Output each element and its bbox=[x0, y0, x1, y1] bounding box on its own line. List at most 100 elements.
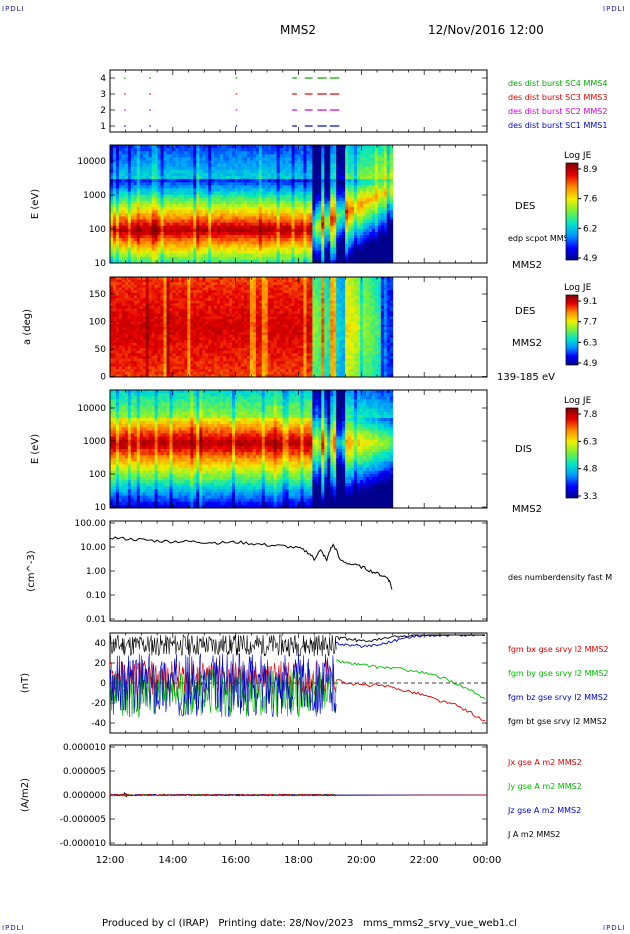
des-energy-heatmap-cell bbox=[142, 250, 147, 255]
des-energy-heatmap-cell bbox=[157, 207, 161, 211]
des-pa-heatmap-cell bbox=[110, 340, 114, 344]
des-pa-heatmap-cell bbox=[148, 311, 153, 315]
des-energy-heatmap-cell bbox=[175, 225, 179, 230]
des-pa-heatmap-cell bbox=[112, 300, 117, 304]
des-energy-heatmap-cell bbox=[110, 259, 114, 264]
des-energy-heatmap-cell bbox=[148, 238, 153, 242]
des-energy-heatmap-cell bbox=[145, 176, 150, 180]
des-pa-heatmap-cell bbox=[157, 361, 161, 365]
des-energy-heatmap-cell bbox=[133, 256, 138, 261]
des-energy-heatmap-cell bbox=[118, 228, 123, 233]
des-energy-heatmap-cell bbox=[365, 200, 370, 205]
des-pa-heatmap-cell bbox=[166, 321, 170, 325]
des-energy-heatmap-cell bbox=[386, 179, 391, 183]
des-pa-heatmap-cell bbox=[199, 290, 203, 294]
des-energy-heatmap-cell bbox=[348, 154, 352, 158]
des-energy-heatmap-cell bbox=[199, 241, 203, 245]
des-energy-heatmap-cell bbox=[330, 166, 334, 171]
des-energy-heatmap-cell bbox=[345, 250, 349, 255]
des-energy-heatmap-cell bbox=[365, 154, 370, 158]
des-energy-heatmap-cell bbox=[336, 160, 340, 165]
des-energy-heatmap-cell bbox=[303, 188, 307, 192]
des-energy-heatmap-cell bbox=[130, 210, 135, 214]
des-pa-heatmap-cell bbox=[172, 332, 176, 336]
des-energy-heatmap-cell bbox=[205, 210, 209, 214]
des-energy-heatmap-cell bbox=[339, 231, 343, 236]
des-energy-heatmap-cell bbox=[294, 154, 298, 158]
des-energy-heatmap-cell bbox=[235, 163, 239, 168]
des-energy-heatmap-cell bbox=[351, 179, 355, 183]
des-energy-heatmap-cell bbox=[190, 188, 194, 192]
des-energy-heatmap-cell bbox=[172, 256, 176, 261]
des-energy-heatmap-cell bbox=[342, 259, 346, 264]
des-energy-heatmap-cell bbox=[386, 207, 391, 211]
des-energy-heatmap-cell bbox=[187, 197, 191, 202]
des-pa-heatmap-cell bbox=[157, 369, 161, 373]
des-energy-heatmap-cell bbox=[264, 157, 269, 161]
des-pa-heatmap-cell bbox=[172, 371, 176, 375]
des-energy-heatmap-cell bbox=[327, 244, 331, 248]
des-energy-heatmap-cell bbox=[345, 228, 349, 233]
des-energy-heatmap-cell bbox=[279, 160, 284, 165]
des-pa-heatmap-cell bbox=[169, 303, 173, 307]
des-pa-heatmap-cell bbox=[154, 374, 159, 378]
des-energy-heatmap-cell bbox=[294, 197, 298, 202]
des-energy-heatmap-cell bbox=[136, 169, 141, 174]
des-energy-heatmap-cell bbox=[330, 259, 334, 264]
des-energy-heatmap-cell bbox=[193, 259, 197, 264]
des-energy-heatmap-cell bbox=[300, 197, 304, 202]
des-energy-heatmap-cell bbox=[306, 188, 310, 192]
des-energy-heatmap-cell bbox=[190, 191, 194, 196]
des-energy-heatmap-cell bbox=[112, 231, 117, 236]
des-energy-heatmap-cell bbox=[312, 185, 316, 189]
des-pa-heatmap-cell bbox=[157, 348, 161, 352]
des-energy-heatmap-cell bbox=[354, 188, 358, 192]
des-energy-heatmap-cell bbox=[217, 219, 221, 224]
des-pa-heatmap-cell bbox=[169, 287, 173, 291]
des-energy-heatmap-cell bbox=[321, 213, 325, 217]
des-energy-heatmap-cell bbox=[172, 179, 176, 183]
des-pa-heatmap-cell bbox=[172, 284, 176, 288]
des-pa-heatmap-cell bbox=[181, 292, 185, 296]
des-pa-heatmap-cell bbox=[115, 287, 120, 291]
des-energy-heatmap-cell bbox=[115, 185, 120, 189]
des-energy-heatmap-cell bbox=[261, 154, 266, 158]
des-pa-heatmap-cell bbox=[196, 305, 200, 309]
des-energy-heatmap-cell bbox=[110, 241, 114, 245]
des-energy-heatmap-cell bbox=[235, 241, 239, 245]
des-pa-heatmap-cell bbox=[142, 321, 147, 325]
des-energy-heatmap-cell bbox=[276, 176, 281, 180]
des-pa-heatmap-cell bbox=[139, 342, 144, 346]
des-energy-colorbar-title: Log JE bbox=[564, 151, 592, 161]
des-pa-heatmap-cell bbox=[127, 308, 132, 312]
des-energy-heatmap-cell bbox=[121, 216, 126, 220]
des-energy-heatmap-cell bbox=[243, 235, 248, 239]
des-pa-heatmap-cell bbox=[110, 371, 114, 375]
des-pa-heatmap-cell bbox=[196, 282, 200, 286]
des-energy-heatmap-cell bbox=[130, 179, 135, 183]
des-energy-heatmap-cell bbox=[145, 185, 150, 189]
des-energy-heatmap-cell bbox=[202, 182, 206, 186]
des-pa-heatmap-cell bbox=[184, 292, 188, 296]
des-energy-heatmap-cell bbox=[121, 259, 126, 264]
des-energy-heatmap-cell bbox=[306, 241, 310, 245]
des-energy-heatmap-cell bbox=[127, 157, 132, 161]
des-pa-heatmap-cell bbox=[115, 361, 120, 365]
des-energy-heatmap-cell bbox=[148, 219, 153, 224]
des-energy-heatmap-cell bbox=[169, 188, 173, 192]
des-energy-heatmap-cell bbox=[339, 182, 343, 186]
des-energy-heatmap-cell bbox=[181, 191, 185, 196]
des-energy-heatmap-cell bbox=[160, 194, 164, 199]
des-pa-heatmap-cell bbox=[136, 350, 141, 354]
des-energy-heatmap-cell bbox=[309, 213, 313, 217]
des-energy-heatmap-cell bbox=[130, 176, 135, 180]
des-energy-heatmap-cell bbox=[148, 151, 153, 155]
des-energy-heatmap-cell bbox=[166, 188, 170, 192]
des-energy-heatmap-cell bbox=[112, 191, 117, 196]
des-pa-heatmap-cell bbox=[154, 321, 159, 325]
des-pa-heatmap-cell bbox=[163, 295, 167, 299]
des-pa-heatmap-cell bbox=[127, 340, 132, 344]
des-energy-heatmap-cell bbox=[339, 148, 343, 152]
des-energy-heatmap-cell bbox=[166, 256, 170, 261]
des-pa-heatmap-cell bbox=[187, 345, 191, 349]
